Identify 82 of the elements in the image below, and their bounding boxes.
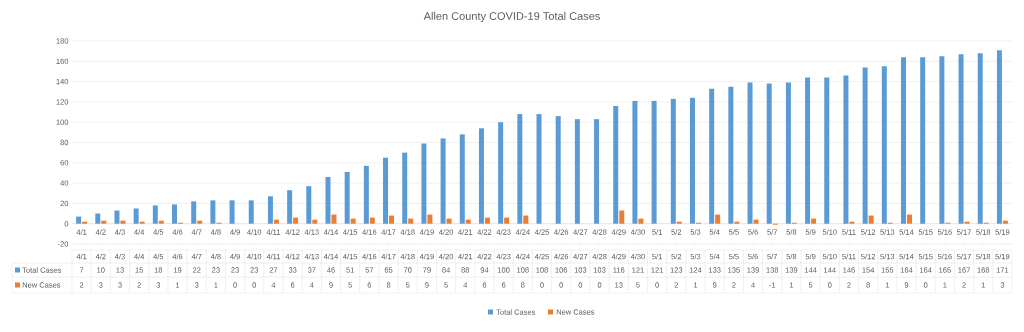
bar: [369, 217, 375, 224]
bar: [824, 77, 830, 224]
bar: [728, 86, 734, 224]
bar: [101, 220, 107, 224]
bar: [421, 143, 427, 224]
bar: [95, 213, 101, 224]
bar: [996, 50, 1002, 224]
bar: [478, 128, 484, 224]
bar: [574, 119, 580, 224]
bar: [670, 98, 676, 224]
bar: [158, 220, 164, 224]
bar: [523, 215, 529, 224]
bar: [389, 215, 395, 224]
bar: [139, 221, 145, 224]
bar: [715, 214, 721, 224]
bar: [427, 214, 433, 224]
bar: [152, 205, 158, 224]
bar: [907, 214, 912, 224]
bar: [619, 210, 625, 224]
bar: [766, 83, 772, 224]
bar: [747, 82, 753, 224]
bar: [446, 218, 452, 224]
bar: [440, 138, 446, 224]
bar: [120, 220, 126, 224]
bar: [939, 56, 945, 224]
bar: [689, 97, 695, 224]
bar: [881, 66, 887, 224]
bar: [594, 119, 600, 224]
bar: [901, 57, 906, 224]
bar: [862, 67, 868, 224]
bar: [920, 57, 926, 224]
bar: [964, 221, 970, 224]
bar: [402, 152, 408, 224]
bar: [114, 210, 120, 224]
bar: [676, 221, 682, 224]
bar: [210, 200, 216, 224]
bar: [638, 218, 644, 224]
bar: [753, 219, 759, 224]
bar: [293, 217, 299, 224]
bar: [408, 218, 414, 224]
bar: [734, 221, 740, 224]
bar: [651, 100, 657, 224]
bar: [805, 77, 811, 224]
bar: [843, 75, 849, 224]
bar: [484, 217, 490, 224]
bar: [811, 218, 817, 224]
bar: [248, 200, 254, 224]
bar: [536, 114, 542, 224]
bar: [459, 134, 465, 224]
bar: [498, 122, 504, 224]
bar: [312, 219, 318, 224]
bar: [229, 200, 235, 224]
bar: [197, 220, 203, 224]
bar: [977, 53, 983, 224]
bar: [287, 190, 293, 224]
bar: [383, 157, 389, 224]
bar: [267, 196, 273, 224]
bar: [958, 54, 964, 224]
chart-title: Allen County COVID-19 Total Cases: [423, 11, 600, 23]
bar: [785, 82, 791, 224]
bar: [868, 215, 874, 224]
bar: [331, 214, 337, 224]
bar: [306, 186, 312, 224]
bar: [613, 105, 619, 224]
bar: [465, 219, 471, 224]
bar: [555, 116, 561, 224]
bar: [344, 171, 350, 224]
bar: [350, 218, 356, 224]
bar: [76, 216, 82, 224]
bar: [632, 100, 638, 224]
bar: [273, 219, 279, 224]
bar: [325, 177, 331, 224]
bar: [191, 201, 197, 224]
bar: [133, 208, 139, 224]
bar: [1002, 220, 1008, 224]
bar: [709, 88, 715, 224]
bar: [517, 114, 523, 224]
bar: [82, 221, 88, 224]
bar: [849, 221, 855, 224]
bar: [504, 217, 510, 224]
bar: [172, 204, 178, 224]
bar: [363, 165, 369, 224]
